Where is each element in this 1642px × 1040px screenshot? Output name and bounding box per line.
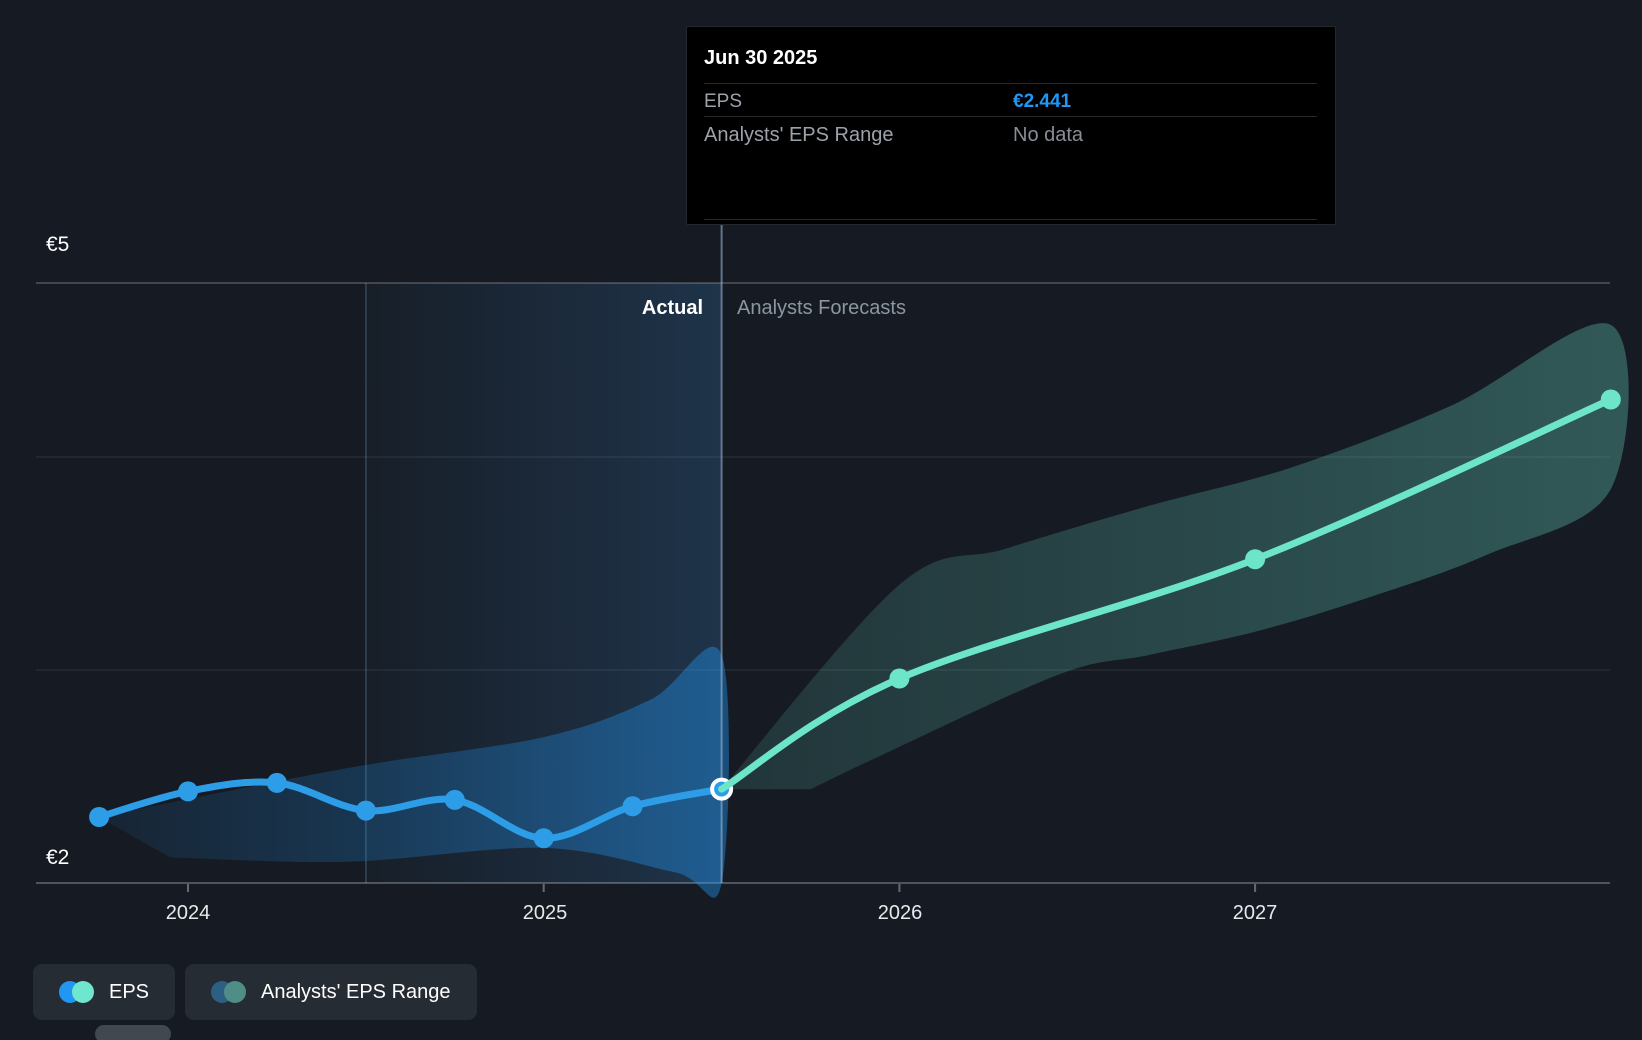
eps-dot-teal-icon <box>72 981 94 1003</box>
x-tick-2026: 2026 <box>877 902 923 924</box>
x-tick-2027: 2027 <box>1232 902 1278 924</box>
legend-eps-label: EPS <box>109 980 150 1003</box>
range-dot-gray-teal-icon <box>224 981 247 1003</box>
tooltip-divider <box>704 83 1317 84</box>
actual-phase-label: Actual <box>641 297 703 319</box>
analysts-eps-range-band <box>721 323 1629 790</box>
legend-range-label: Analysts' EPS Range <box>261 980 451 1003</box>
tooltip-range-label: Analysts' EPS Range <box>704 124 894 146</box>
eps-line <box>95 778 726 842</box>
eps-point[interactable] <box>622 796 643 817</box>
tooltip-divider <box>704 219 1317 220</box>
forecast-phase-label: Analysts Forecasts <box>737 297 906 319</box>
forecast-point[interactable] <box>1600 389 1621 410</box>
y-axis-label-5: €5 <box>46 233 70 256</box>
x-tick-2024: 2024 <box>165 902 211 924</box>
eps-point[interactable] <box>355 800 376 821</box>
forecast-point[interactable] <box>1245 549 1266 570</box>
eps-point[interactable] <box>178 781 198 802</box>
legend-item-analysts-eps-range[interactable]: Analysts' EPS Range <box>185 964 477 1020</box>
x-tick-2025: 2025 <box>522 902 568 924</box>
forecast-point[interactable] <box>889 668 910 689</box>
eps-point[interactable] <box>89 807 110 827</box>
y-axis-label-2: €2 <box>46 846 70 869</box>
scrollbar-thumb[interactable] <box>95 1025 171 1040</box>
eps-legend-dots-icon <box>59 980 95 1004</box>
tooltip-date-title: Jun 30 2025 <box>704 47 818 69</box>
tooltip-eps-value: €2.441 <box>1013 91 1072 112</box>
tooltip-range-value: No data <box>1013 124 1084 146</box>
forecast-line <box>718 396 1615 793</box>
tooltip-eps-label: EPS <box>704 91 743 112</box>
legend-item-eps[interactable]: EPS <box>33 964 176 1020</box>
tooltip-divider <box>704 116 1317 117</box>
chart-tooltip: Jun 30 2025 EPS €2.441 Analysts' EPS Ran… <box>686 26 1336 225</box>
range-legend-dots-icon <box>211 980 247 1004</box>
chart-legend: EPS Analysts' EPS Range <box>33 964 477 1020</box>
eps-point[interactable] <box>444 789 465 810</box>
eps-point[interactable] <box>533 828 554 849</box>
eps-point[interactable] <box>266 772 287 793</box>
